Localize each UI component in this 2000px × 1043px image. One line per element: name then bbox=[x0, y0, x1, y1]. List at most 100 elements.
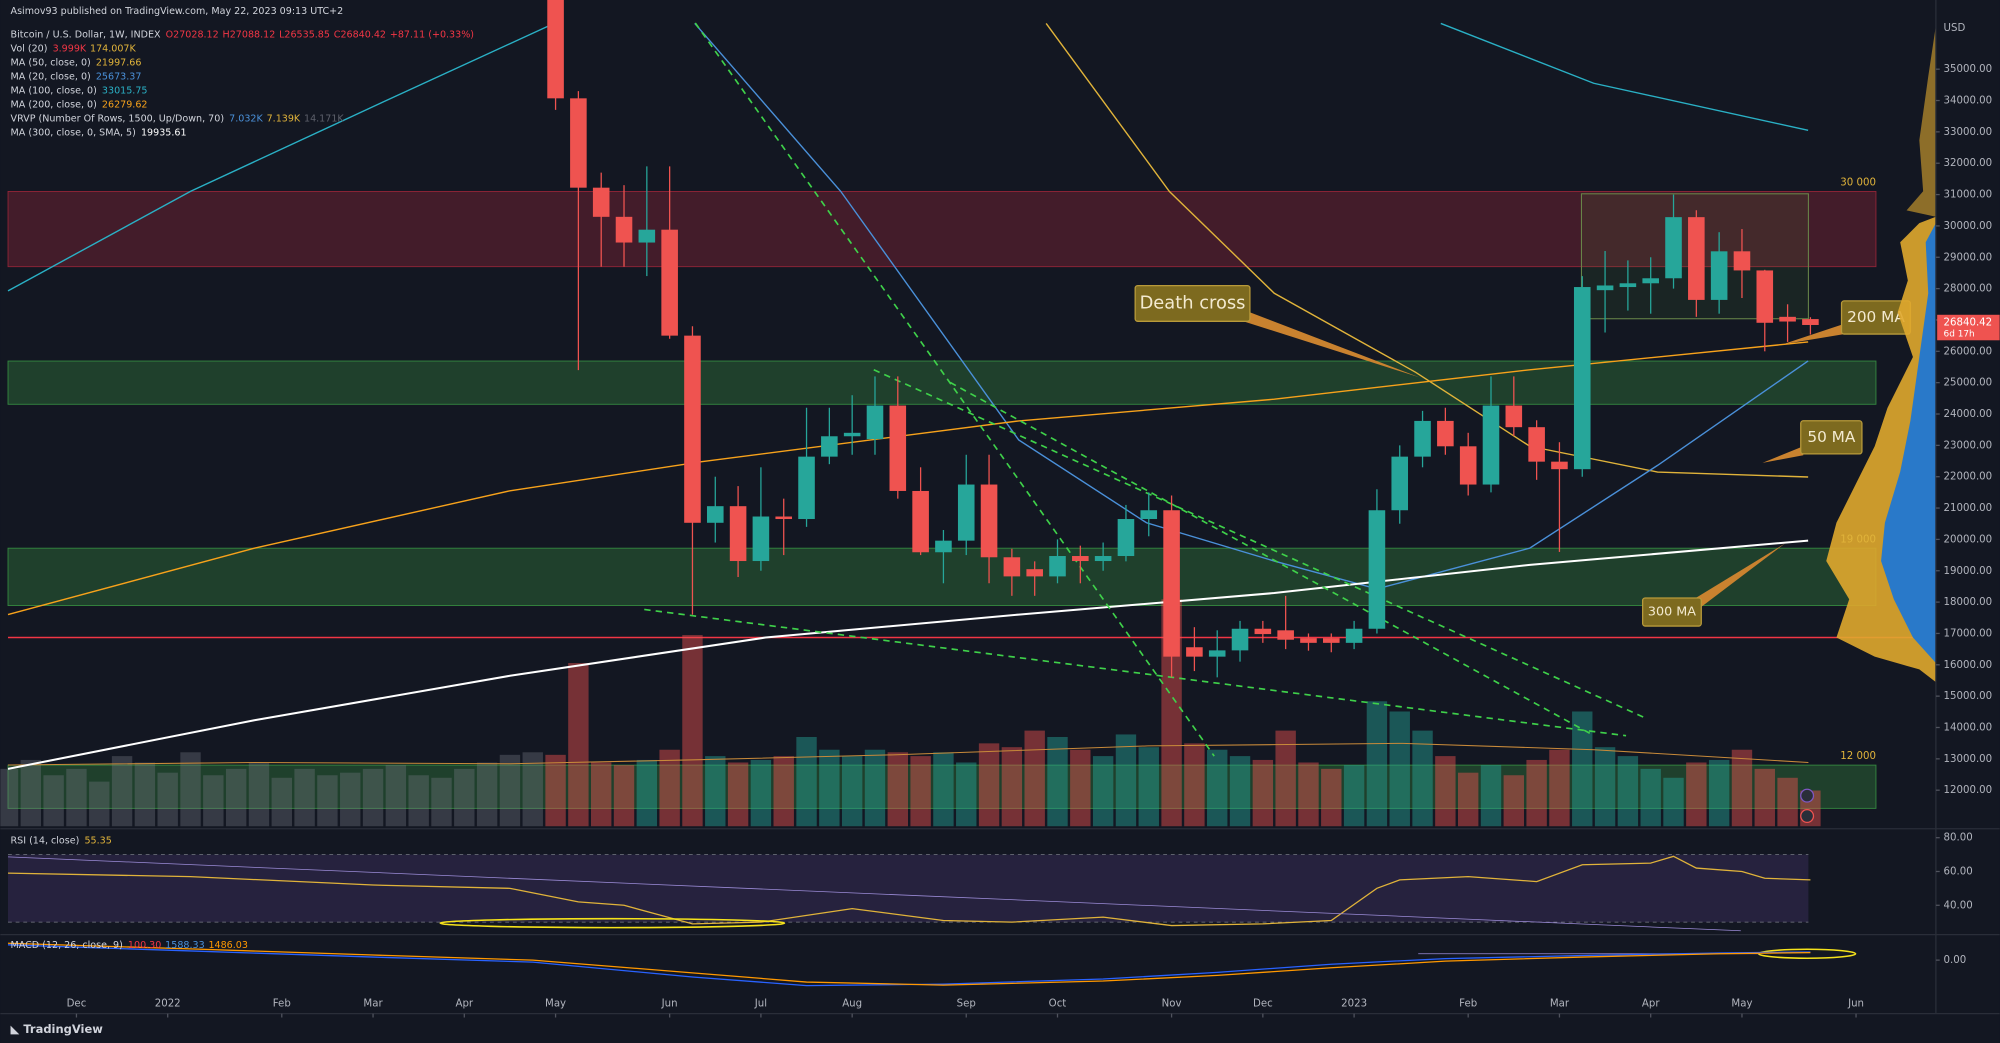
legend-label: Bitcoin / U.S. Dollar, 1W, INDEX bbox=[11, 29, 161, 40]
candle-body bbox=[752, 516, 770, 562]
y-tick-label: 33000.00 bbox=[1944, 127, 1993, 138]
legend-value: 25673.37 bbox=[96, 71, 142, 82]
legend-value: H27088.12 bbox=[223, 29, 276, 40]
legend-label: MACD (12, 26, close, 9) bbox=[11, 939, 123, 950]
icon bbox=[1800, 788, 1815, 803]
volume-bar bbox=[750, 759, 772, 827]
volume-bar bbox=[819, 749, 840, 827]
y-tick-label: 16000.00 bbox=[1944, 660, 1993, 671]
legend-row: MA (200, close, 0) 26279.62 bbox=[11, 99, 148, 110]
y-tick-label: 28000.00 bbox=[1944, 284, 1993, 295]
volume-bar bbox=[773, 756, 794, 827]
candle-body bbox=[1779, 316, 1796, 322]
candle-body bbox=[729, 506, 747, 562]
candle-body bbox=[1505, 405, 1523, 428]
candle-body bbox=[1437, 420, 1454, 447]
candle-body bbox=[1642, 278, 1659, 284]
y-tick-label: 35000.00 bbox=[1944, 64, 1993, 75]
x-tick-label: May bbox=[545, 998, 566, 1009]
candle-body bbox=[1596, 285, 1614, 291]
volume-bar bbox=[956, 762, 977, 827]
candle-body bbox=[957, 484, 975, 541]
legend-label: MA (100, close, 0) bbox=[11, 85, 97, 96]
candle-body bbox=[1254, 628, 1272, 635]
candle-body bbox=[775, 516, 793, 520]
legend-row: RSI (14, close) 55.35 bbox=[11, 835, 112, 846]
x-tick-label: Jul bbox=[754, 998, 767, 1009]
y-tick-label: 30000.00 bbox=[1944, 221, 1993, 232]
legend-row: MA (20, close, 0) 25673.37 bbox=[11, 71, 142, 82]
volume-bar bbox=[1229, 756, 1251, 827]
icon bbox=[1800, 809, 1815, 824]
candle-body bbox=[1117, 519, 1135, 557]
volume-bar bbox=[476, 762, 498, 827]
candle-body bbox=[1573, 287, 1591, 470]
volume-bar bbox=[1526, 759, 1547, 827]
indicator-line bbox=[7, 855, 1811, 927]
volume-bar bbox=[1594, 747, 1616, 827]
candle-body bbox=[1528, 427, 1545, 462]
legend-row: Vol (20) 3.999K 174.007K bbox=[11, 43, 137, 54]
moving-average bbox=[7, 25, 550, 292]
x-tick-label: Dec bbox=[1253, 998, 1273, 1009]
volume-bar bbox=[1549, 749, 1570, 827]
volume-bar bbox=[978, 743, 1000, 827]
moving-average bbox=[7, 539, 1809, 770]
volume-ma bbox=[7, 742, 1809, 766]
legend-value: 7.032K bbox=[229, 113, 263, 124]
y-tick-label: 23000.00 bbox=[1944, 440, 1993, 451]
volume-profile bbox=[1906, 25, 1936, 217]
volume-bar bbox=[659, 749, 680, 827]
arrow bbox=[1243, 309, 1420, 378]
volume-profile bbox=[1881, 223, 1936, 664]
volume-bar bbox=[111, 756, 133, 827]
candle-body bbox=[1619, 283, 1637, 288]
volume-bar bbox=[1617, 756, 1639, 827]
legend-value: 21997.66 bbox=[96, 57, 142, 68]
volume-bar bbox=[1207, 749, 1228, 827]
volume-bar bbox=[1480, 765, 1502, 827]
x-tick-label: Oct bbox=[1049, 998, 1067, 1009]
x-tick-label: Feb bbox=[273, 998, 291, 1009]
volume-bar bbox=[454, 768, 475, 827]
candle-body bbox=[1345, 628, 1363, 643]
candle-body bbox=[935, 540, 952, 553]
volume-bar bbox=[1047, 736, 1068, 827]
volume-bar bbox=[294, 768, 315, 827]
volume-bar bbox=[157, 772, 178, 827]
y-tick-label: 12000.00 bbox=[1944, 785, 1993, 796]
volume-bar bbox=[1321, 768, 1342, 827]
moving-averages bbox=[7, 22, 1809, 770]
axes: 12000.00 13000.00 14000.00 15000.00 16000.00… bbox=[67, 23, 2000, 1018]
legend-value: 1486.03 bbox=[208, 939, 247, 950]
annotation: Death cross bbox=[1140, 292, 1246, 313]
x-tick-label: Sep bbox=[957, 998, 976, 1009]
indicator-line bbox=[7, 942, 1811, 986]
legend-value: 14.171K bbox=[304, 113, 344, 124]
candle-body bbox=[1094, 556, 1112, 562]
legend-value: 7.139K bbox=[267, 113, 301, 124]
candle-body bbox=[912, 490, 929, 553]
volume-bar bbox=[340, 772, 361, 827]
y-tick-label: 19000.00 bbox=[1944, 566, 1993, 577]
legend-row: MA (300, close, 0, SMA, 5) 19935.61 bbox=[11, 127, 187, 138]
candle-body bbox=[592, 187, 610, 217]
publisher: Asimov93 published on TradingView.com, M… bbox=[11, 6, 344, 17]
annotation: 300 MA bbox=[1648, 605, 1696, 620]
brand: ◣ TradingView bbox=[11, 1021, 104, 1035]
annotation-box bbox=[1134, 284, 1251, 322]
volume-bar bbox=[385, 765, 407, 827]
volume-bar bbox=[362, 768, 384, 827]
candle-body bbox=[1733, 251, 1751, 271]
y-tick-label: 32000.00 bbox=[1944, 158, 1993, 169]
candle-body bbox=[1665, 217, 1682, 279]
y-tick-label: 31000.00 bbox=[1944, 190, 1993, 201]
legend-label: Vol (20) bbox=[11, 43, 48, 54]
volume-bar bbox=[727, 762, 749, 827]
candle-body bbox=[1140, 510, 1158, 520]
legend-label: VRVP (Number Of Rows, 1500, Up/Down, 70) bbox=[11, 113, 225, 124]
zone-label: 30 000 bbox=[1840, 178, 1876, 189]
zones bbox=[7, 190, 1936, 809]
